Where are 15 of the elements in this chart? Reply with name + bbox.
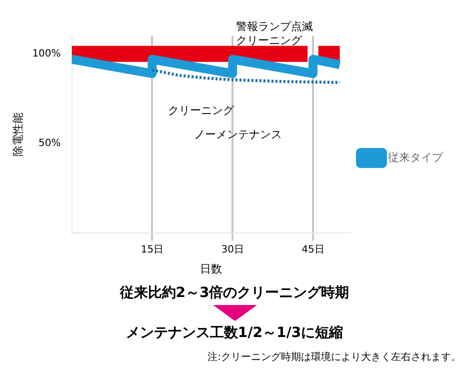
annotation: ノーメンテナンス: [194, 128, 283, 142]
y-axis-title: 除電性能: [11, 112, 24, 156]
x-tick-label: 15日: [140, 244, 164, 256]
x-tick-label: 30日: [221, 244, 244, 256]
text: 注:クリーニング時期は環境により大きく左右されます。: [206, 350, 461, 364]
annotation: 警報ランプ点滅クリーニング: [236, 20, 314, 48]
text: 従来比約2～3倍のクリーニング時期: [118, 284, 350, 302]
line-series: [150, 68, 342, 84]
x-axis-title: 日数: [200, 262, 222, 276]
y-tick-label: 50%: [38, 138, 61, 149]
x-tick-label: 45日: [302, 244, 324, 256]
y-tick-label: 100%: [32, 48, 61, 60]
annotation: クリーニング: [168, 104, 236, 118]
legend-label: 従来タイプ: [388, 150, 444, 164]
text: メンテナンス工数1/2～1/3に短縮: [124, 324, 344, 342]
